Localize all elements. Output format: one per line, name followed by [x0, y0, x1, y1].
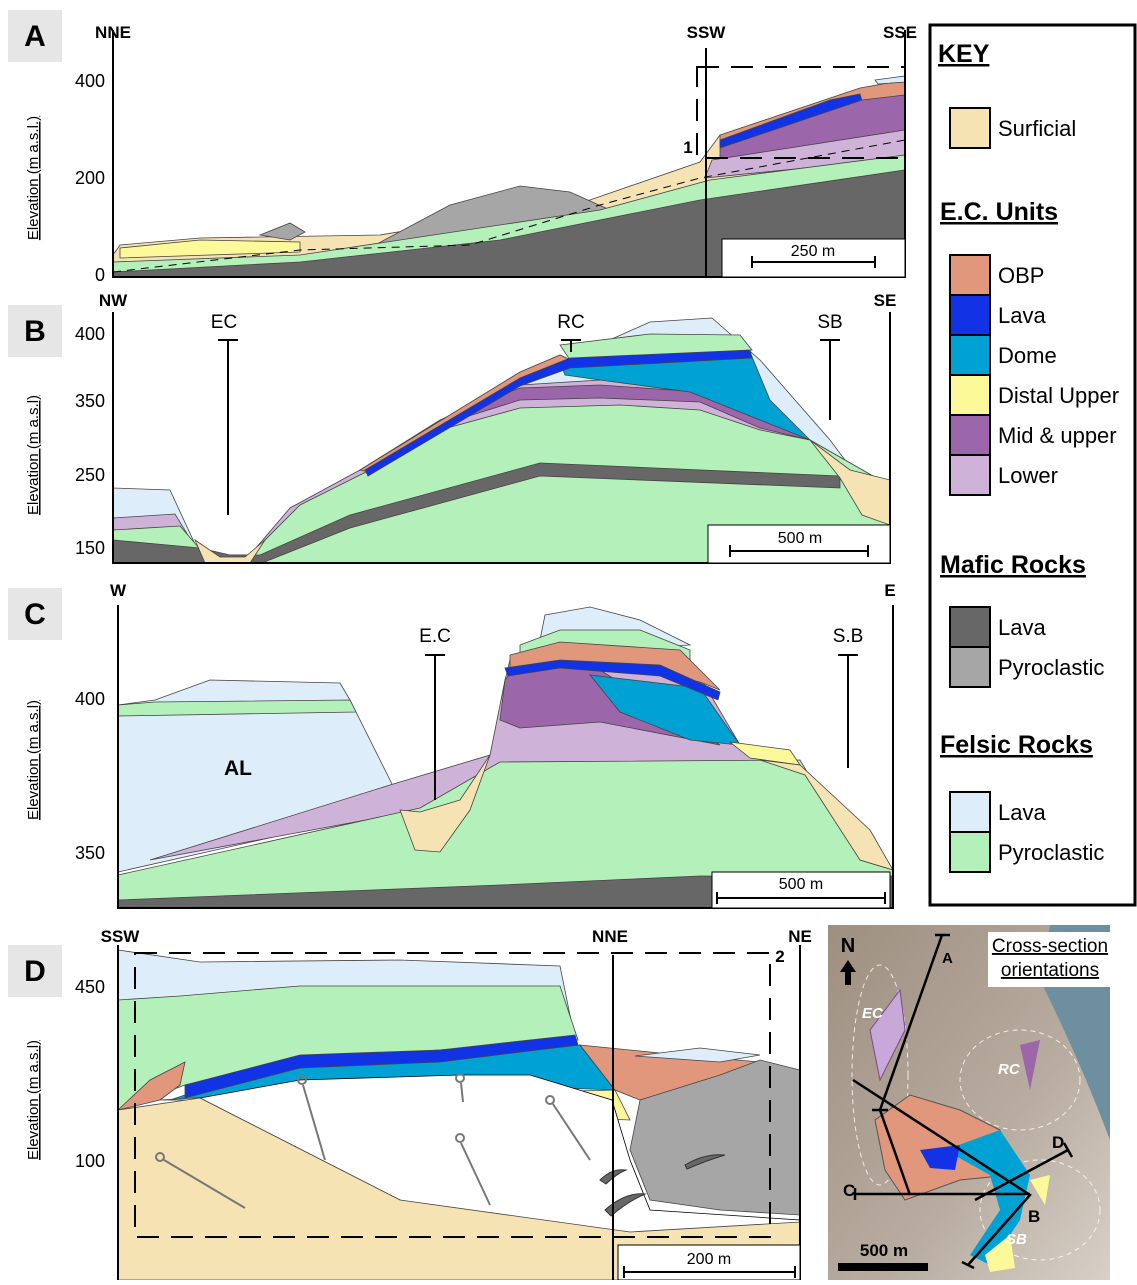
label: Elevation (m a.s.l): [25, 395, 42, 515]
label: NE: [788, 927, 812, 946]
key: KEY Surficial E.C. Units OBP Lava Dome Distal…: [930, 25, 1135, 905]
shape: [820, 340, 840, 420]
label: E.C: [419, 626, 451, 647]
label: 500 m: [779, 876, 823, 893]
label: D: [24, 955, 46, 988]
label: 100: [75, 1151, 105, 1171]
panel-a: A NNE SSW SSE 1 400 200 0 Elevation (m a…: [8, 10, 917, 285]
key-label: Distal Upper: [998, 383, 1119, 408]
label: S.B: [833, 626, 864, 647]
label: 200: [75, 168, 105, 188]
label: B: [1028, 1207, 1040, 1226]
key-swatch: [950, 647, 990, 687]
label: 400: [75, 71, 105, 91]
label: NW: [99, 291, 128, 310]
key-group-title: Mafic Rocks: [940, 551, 1086, 579]
key-label: Lower: [998, 463, 1058, 488]
key-label: Surficial: [998, 116, 1076, 141]
key-swatch: [950, 832, 990, 872]
label: EC: [862, 1005, 884, 1022]
panel-b: B NW SE EC RC SB 400 350 250 150 Elevati…: [8, 291, 896, 563]
key-label: Lava: [998, 800, 1046, 825]
label: Cross-section: [992, 936, 1108, 957]
label: B: [24, 315, 46, 348]
label: SSW: [687, 23, 727, 42]
key-swatch: [950, 335, 990, 375]
label: NNE: [95, 23, 131, 42]
label: KEY: [938, 40, 990, 68]
label: RC: [998, 1061, 1021, 1078]
label: A: [942, 950, 953, 967]
key-label: Mid & upper: [998, 423, 1117, 448]
key-swatch: [950, 455, 990, 495]
label: SB: [1006, 1231, 1027, 1248]
key-label: Dome: [998, 343, 1057, 368]
label: 1: [683, 138, 692, 157]
label: 200 m: [687, 1251, 731, 1268]
key-swatch: [950, 108, 990, 148]
label: 2: [775, 947, 784, 966]
label: 0: [95, 265, 105, 285]
label: 450: [75, 977, 105, 997]
location-map: Cross-section orientations N A B C D EC …: [828, 925, 1110, 1280]
key-group-title: E.C. Units: [940, 198, 1058, 226]
key-swatch: [950, 295, 990, 335]
label: 350: [75, 391, 105, 411]
key-label: Lava: [998, 303, 1046, 328]
shape: [838, 655, 858, 768]
key-swatch: [950, 375, 990, 415]
label: 500 m: [778, 530, 822, 547]
label: EC: [211, 312, 237, 333]
label: SSW: [101, 927, 141, 946]
key-group-title: Felsic Rocks: [940, 731, 1093, 759]
label: Elevation (m a.s.l): [25, 700, 42, 820]
label: NNE: [592, 927, 628, 946]
label: W: [110, 581, 127, 600]
key-label: OBP: [998, 263, 1044, 288]
label: 150: [75, 538, 105, 558]
label: 400: [75, 324, 105, 344]
key-label: Lava: [998, 615, 1046, 640]
label: orientations: [1001, 960, 1099, 981]
key-swatch: [950, 792, 990, 832]
key-label: Pyroclastic: [998, 840, 1104, 865]
label: AL: [224, 757, 252, 780]
label: 400: [75, 689, 105, 709]
panel-d: D SSW NNE NE 2 450 100 Elevation (m a.s.…: [8, 927, 812, 1280]
label: E: [884, 581, 895, 600]
shape: [218, 340, 238, 515]
key-swatch: [950, 255, 990, 295]
label: A: [24, 20, 46, 53]
panel-c: C W E E.C S.B AL 400 350 Elevation (m a.…: [8, 581, 896, 908]
key-swatch: [950, 415, 990, 455]
label: D: [1052, 1133, 1064, 1152]
label: 500 m: [860, 1241, 908, 1260]
label: Elevation (m a.s.l.): [25, 116, 42, 240]
shape: [838, 1263, 928, 1271]
label: N: [841, 935, 855, 957]
label: 350: [75, 843, 105, 863]
label: 250 m: [791, 243, 835, 260]
label: SSE: [883, 23, 917, 42]
label: SE: [874, 291, 897, 310]
key-swatch: [950, 607, 990, 647]
label: SB: [817, 312, 842, 333]
label: C: [24, 598, 46, 631]
label: C: [843, 1181, 855, 1200]
label: 250: [75, 465, 105, 485]
label: RC: [557, 312, 584, 333]
figure: A NNE SSW SSE 1 400 200 0 Elevation (m a…: [0, 0, 1137, 1280]
key-label: Pyroclastic: [998, 655, 1104, 680]
label: Elevation (m a.s.l): [25, 1040, 42, 1160]
